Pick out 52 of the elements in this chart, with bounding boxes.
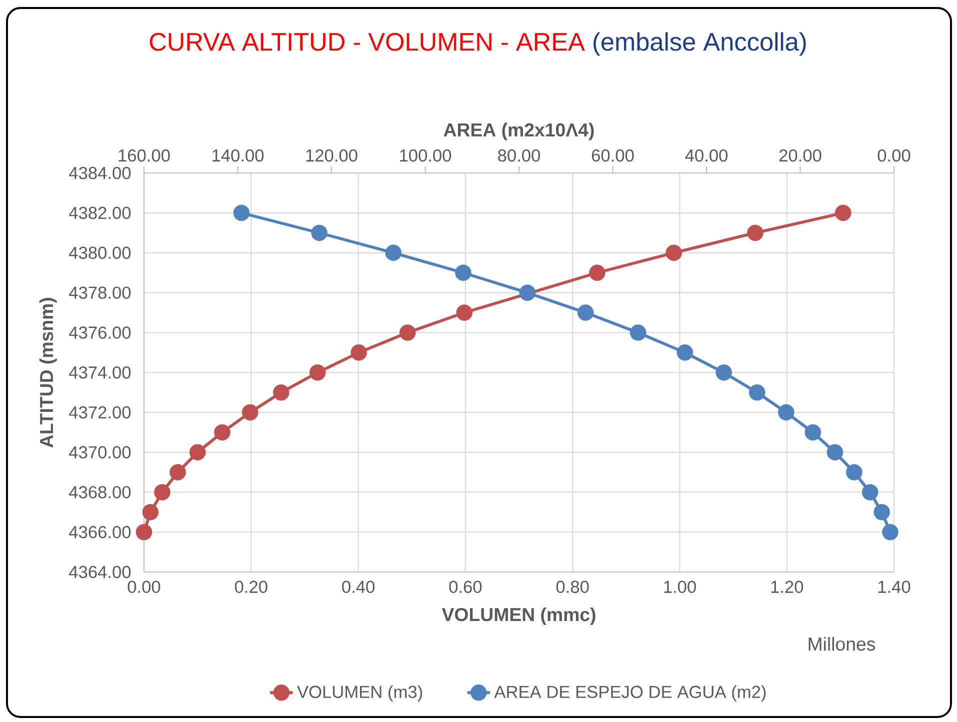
x2-tick-label: 0.00 — [878, 149, 910, 162]
x-tick-label: 1.40 — [878, 580, 910, 593]
legend-label: AREA DE ESPEJO DE AGUA (m2) — [494, 685, 766, 702]
y-tick-label: 4376.00 — [69, 326, 131, 339]
point — [399, 324, 416, 341]
point — [154, 484, 170, 500]
x2-tick-label: 100.00 — [400, 149, 452, 162]
chart-subtitle: (embalse Anccolla) — [594, 32, 806, 56]
y-tick-label: 4374.00 — [69, 366, 131, 379]
point — [350, 344, 367, 361]
y-tick-label: 4368.00 — [69, 486, 131, 498]
point — [309, 364, 326, 381]
y-tick-label: 4370.00 — [69, 446, 131, 458]
point — [456, 304, 472, 321]
x2-tick-label: 60.00 — [592, 149, 634, 162]
x2-axis-title: AREA (m2x10Λ4) — [444, 122, 594, 140]
x-axis-title: VOLUMEN (mmc) — [442, 607, 596, 625]
point — [142, 504, 159, 520]
y-tick-label: 4364.00 — [69, 566, 131, 578]
y-axis-title: ALTITUD (msnm) — [39, 298, 57, 448]
point — [666, 244, 682, 261]
x2-tick-label: 40.00 — [685, 149, 728, 162]
y-tick-label: 4380.00 — [69, 246, 131, 259]
point — [589, 264, 606, 281]
y-tick-label: 4366.00 — [69, 526, 131, 538]
y-tick-label: 4382.00 — [69, 206, 131, 220]
x2-tick-label: 140.00 — [212, 149, 264, 162]
point — [273, 384, 290, 401]
y-tick-label: 4372.00 — [69, 406, 131, 419]
point — [747, 224, 764, 241]
text: Millones — [808, 636, 876, 651]
point — [834, 204, 852, 222]
point — [136, 524, 152, 540]
x-tick-label: 0.40 — [342, 580, 374, 593]
y-tick-label: 4378.00 — [69, 286, 131, 299]
x-tick-label: 0.00 — [128, 580, 160, 593]
x-tick-label: 0.20 — [234, 580, 268, 593]
legend-label: VOLUMEN (m3) — [297, 685, 422, 702]
x2-tick-label: 160.00 — [118, 149, 170, 162]
x-tick-label: 1.20 — [771, 580, 804, 593]
x-tick-label: 0.60 — [449, 580, 482, 593]
x-tick-label: 0.80 — [556, 580, 589, 593]
point — [242, 404, 258, 421]
point — [189, 444, 206, 460]
chart-title: CURVA ALTITUD - VOLUMEN - AREA — [150, 32, 585, 51]
x-tick-label: 1.00 — [664, 580, 696, 593]
point — [214, 424, 230, 440]
y-tick-label: 4384.00 — [69, 166, 131, 180]
x2-tick-label: 80.00 — [498, 149, 540, 162]
x2-tick-label: 20.00 — [779, 149, 822, 162]
point — [170, 464, 186, 480]
x2-tick-label: 120.00 — [306, 149, 358, 162]
